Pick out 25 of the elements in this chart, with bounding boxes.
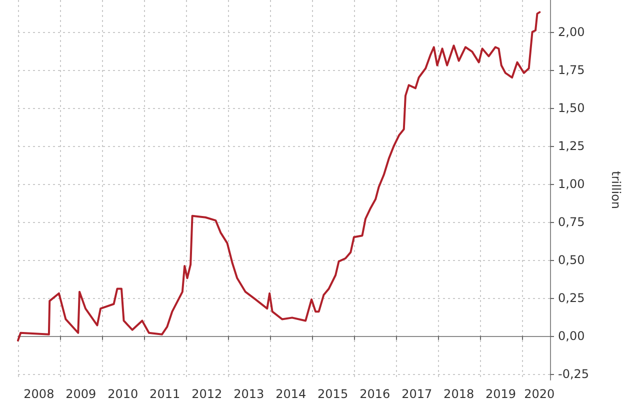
x-tick-label: 2016 [360,387,390,400]
y-tick-label: 0,50 [558,252,585,267]
y-tick-label: 0,00 [558,328,585,343]
x-tick-label: 2017 [402,387,432,400]
x-tick-label: 2012 [192,387,222,400]
y-tick-label: 1,75 [558,62,585,77]
y-tick-label: -0,25 [558,366,590,381]
y-tick-label: 1,50 [558,100,585,115]
x-tick-label: 2010 [108,387,138,400]
x-tick-label: 2018 [444,387,474,400]
x-tick-label: 2014 [276,387,306,400]
x-tick-label: 2015 [318,387,348,400]
x-tick-label: 2019 [486,387,516,400]
y-tick-label: 0,75 [558,214,585,229]
x-tick-label: 2011 [150,387,180,400]
x-tick-label: 2008 [24,387,54,400]
y-tick-label: 1,00 [558,176,585,191]
y-tick-label: 1,25 [558,138,585,153]
x-tick-label: 2020 [524,387,555,400]
line-series [17,11,541,342]
y-tick-label: 2,00 [558,24,585,39]
x-tick-label: 2013 [234,387,264,400]
y-tick-label: 0,25 [558,290,585,305]
y-axis-title: trillion [609,171,623,209]
x-tick-label: 2009 [66,387,96,400]
